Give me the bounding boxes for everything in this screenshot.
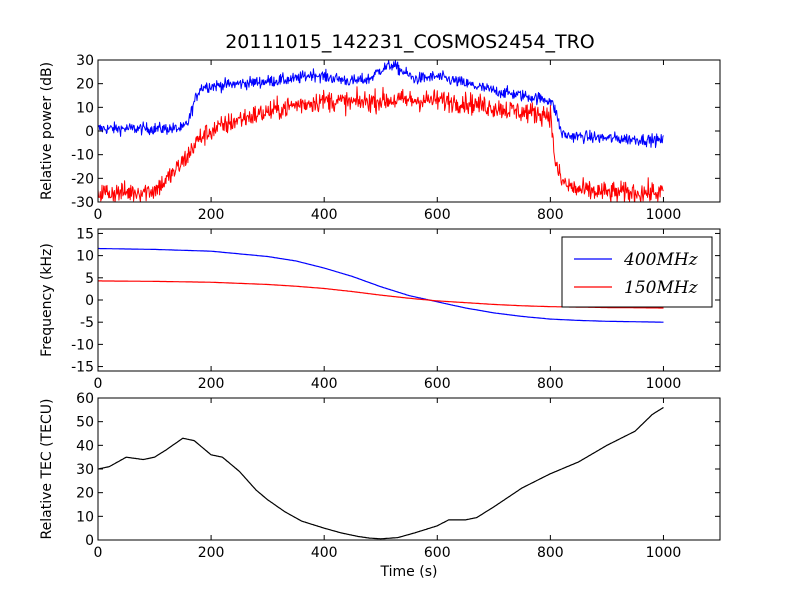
y-tick-label: -30 [71,195,94,211]
y-tick-label: -5 [80,315,94,331]
legend-label: 400MHz [623,250,699,270]
subplots: 0 200 400 600 800 1000-30-20-100102030Relativ… [39,53,721,580]
x-tick-label: 1000 [646,207,682,223]
x-tick-label: 0 [94,545,103,561]
x-tick-label: 1000 [646,545,682,561]
series-group [98,406,664,540]
x-tick-label: 600 [424,207,451,223]
y-tick-label: 40 [76,438,94,454]
y-tick-label: 0 [85,124,94,140]
x-tick-label: 400 [311,376,338,392]
series-line-tec-0 [98,406,664,540]
y-tick-label: 0 [85,293,94,309]
y-tick-label: 10 [76,509,94,525]
series-line-power-1 [98,86,664,202]
series-line-frequency-0 [98,247,664,323]
x-tick-label: 800 [537,545,564,561]
figure-title: 20111015_142231_COSMOS2454_TRO [225,31,595,53]
x-tick-label: 200 [198,545,225,561]
y-tick-label: 60 [76,391,94,407]
y-tick-label: -15 [71,360,94,376]
y-axis-label: Frequency (kHz) [39,243,55,357]
y-axis-label: Relative TEC (TECU) [39,399,55,540]
x-tick-label: 0 [94,207,103,223]
y-tick-label: -10 [71,148,94,164]
legend: 400MHz 150MHz [561,236,713,308]
y-tick-label: 5 [85,271,94,287]
y-tick-label: 0 [85,533,94,549]
x-tick-label: 200 [198,376,225,392]
x-tick-label: 0 [94,376,103,392]
y-tick-label: -10 [71,337,94,353]
y-axis-label: Relative power (dB) [39,62,55,200]
x-tick-label: 800 [537,376,564,392]
legend-label: 150MHz [624,278,699,298]
subplot-frequency: 0 200 400 600 800 1000 -15 -10 -5 0 5 10 15 Frequency… [39,226,721,392]
series-line-power-0 [98,60,664,149]
y-tick-label: 10 [76,100,94,116]
x-tick-label: 1000 [646,376,682,392]
x-tick-label: 200 [198,207,225,223]
x-tick-label: 600 [424,545,451,561]
y-tick-label: 50 [76,415,94,431]
legend-box [561,236,713,308]
y-tick-label: 30 [76,462,94,478]
y-tick-label: 20 [76,77,94,93]
series-group [98,60,664,202]
subplot-power: 0 200 400 600 800 1000 -30 -20 -10 0 10 20 30 Relativ… [39,53,721,223]
x-tick-label: 400 [311,207,338,223]
x-axis-label: Time (s) [380,564,438,580]
x-tick-label: 400 [311,545,338,561]
y-tick-label: 30 [76,53,94,69]
x-tick-label: 800 [537,207,564,223]
y-tick-label: 15 [76,226,94,242]
x-tick-label: 600 [424,376,451,392]
subplot-tec: 0 200 400 600 800 1000 0 10 20 30 40 50 60 Relative T… [39,391,721,580]
y-tick-label: 20 [76,486,94,502]
y-tick-label: 10 [76,249,94,265]
y-tick-label: -20 [71,171,94,187]
